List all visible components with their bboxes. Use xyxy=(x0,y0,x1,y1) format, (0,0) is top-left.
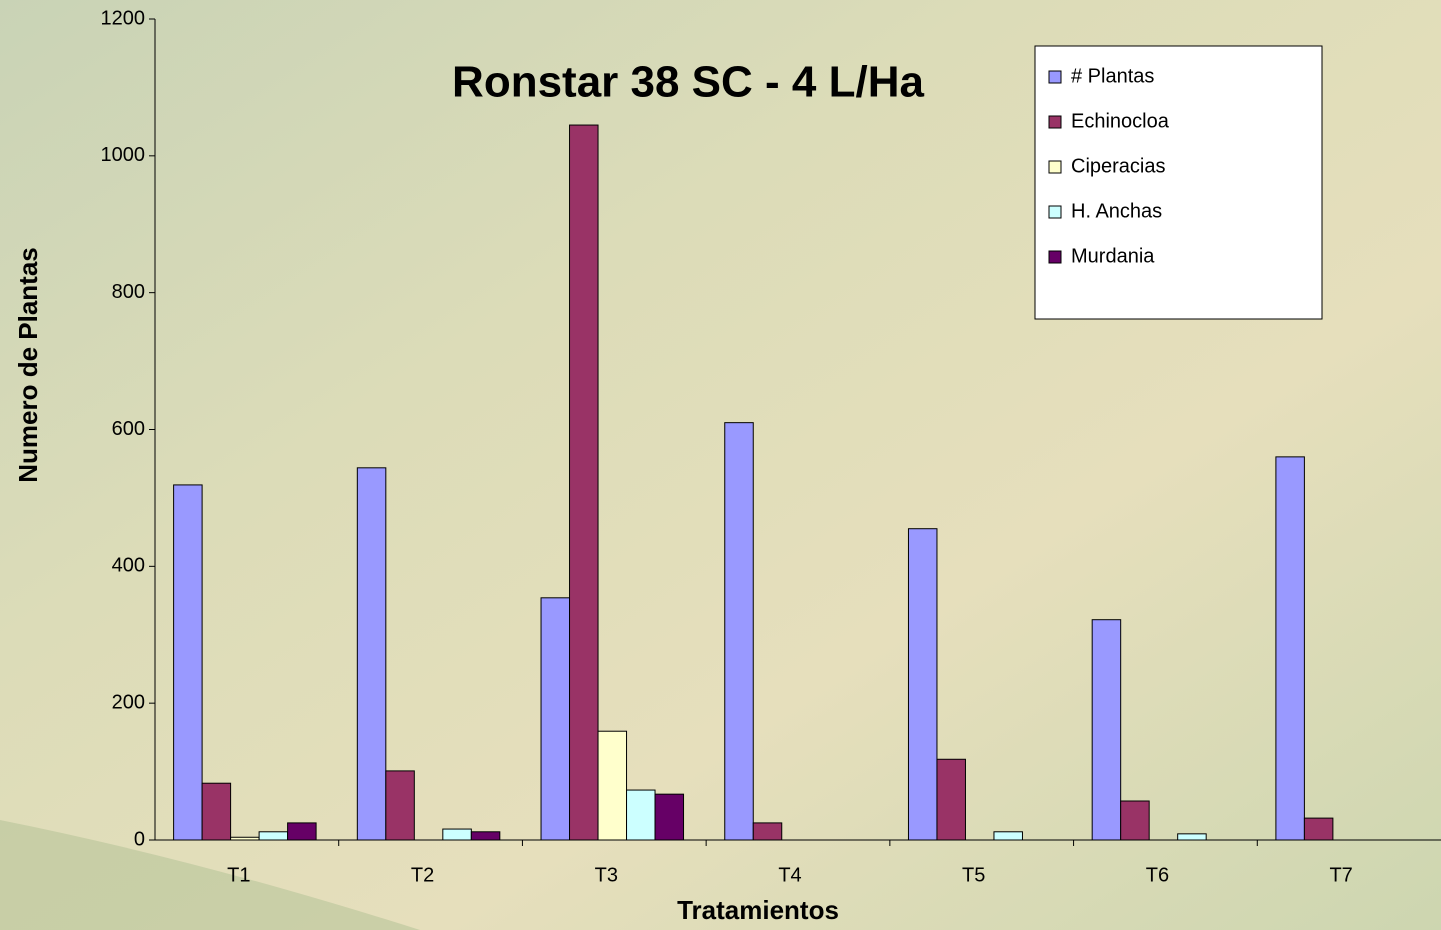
bar xyxy=(654,793,685,841)
legend-swatch xyxy=(1048,160,1062,174)
bar xyxy=(540,597,571,841)
bar xyxy=(287,822,317,841)
y-axis-title: Numero de Plantas xyxy=(13,247,43,483)
x-tick-label: T1 xyxy=(227,864,250,886)
bar xyxy=(1177,833,1207,841)
y-tick-label: 600 xyxy=(112,418,145,440)
bar xyxy=(230,836,260,841)
x-axis-title: Tratamientos xyxy=(677,895,839,925)
y-tick-label: 800 xyxy=(112,281,145,303)
y-tick-label: 1200 xyxy=(101,7,146,29)
x-tick-label: T2 xyxy=(411,864,434,886)
bar xyxy=(470,831,501,841)
x-tick-label: T5 xyxy=(962,864,985,886)
bar xyxy=(626,789,656,841)
bar xyxy=(173,484,203,841)
x-tick-label: T4 xyxy=(778,864,801,886)
legend-swatch xyxy=(1048,250,1062,264)
legend-label: Ciperacias xyxy=(1071,155,1165,177)
bar xyxy=(907,528,938,841)
chart-title: Ronstar 38 SC - 4 L/Ha xyxy=(452,58,924,107)
y-tick-label: 0 xyxy=(134,828,145,850)
bar xyxy=(258,831,289,841)
bar xyxy=(597,730,628,841)
bar xyxy=(201,782,232,841)
y-tick-label: 1000 xyxy=(101,144,146,166)
legend-label: Echinocloa xyxy=(1071,110,1170,132)
x-tick-label: T6 xyxy=(1146,864,1169,886)
bar xyxy=(442,828,472,841)
bar xyxy=(569,124,599,841)
bar xyxy=(1303,817,1334,841)
bar xyxy=(385,770,415,841)
bar xyxy=(724,422,754,841)
legend-swatch xyxy=(1048,115,1062,129)
background-shape xyxy=(0,820,420,930)
legend-label: H. Anchas xyxy=(1071,200,1162,222)
bar xyxy=(1120,800,1150,841)
bar xyxy=(993,831,1023,841)
bar xyxy=(1091,619,1122,841)
y-tick-label: 200 xyxy=(112,691,145,713)
legend-label: Murdania xyxy=(1071,245,1155,267)
x-tick-label: T7 xyxy=(1329,864,1352,886)
legend-label: # Plantas xyxy=(1071,65,1154,87)
x-tick-label: T3 xyxy=(595,864,618,886)
bar xyxy=(752,822,783,841)
legend-swatch xyxy=(1048,70,1062,84)
bar xyxy=(936,758,966,841)
y-tick-label: 400 xyxy=(112,555,145,577)
bar xyxy=(1275,456,1305,841)
legend-box xyxy=(1034,45,1323,320)
legend-swatch xyxy=(1048,205,1062,219)
bar xyxy=(356,467,387,841)
